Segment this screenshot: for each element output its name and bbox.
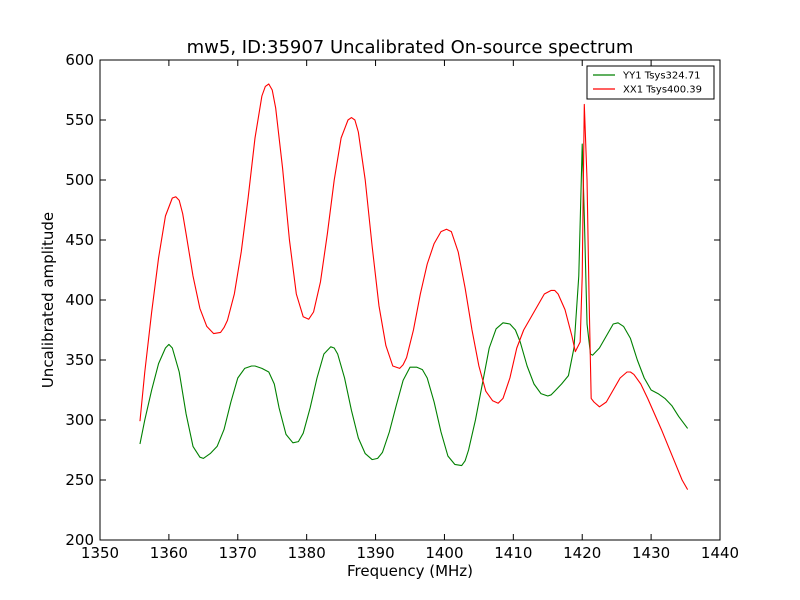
- x-tick-label: 1380: [288, 544, 326, 562]
- x-tick-label: 1370: [219, 544, 257, 562]
- x-tick-label: 1390: [356, 544, 394, 562]
- legend-label-1: XX1 Tsys400.39: [623, 85, 702, 96]
- x-tick-label: 1430: [632, 544, 670, 562]
- x-tick-label: 1420: [563, 544, 601, 562]
- y-tick-label: 600: [65, 51, 94, 69]
- x-tick-label: 1440: [701, 544, 739, 562]
- y-tick-label: 250: [65, 471, 94, 489]
- x-axis-ticks: 1350 1360 1370 1380 1390 1400 1410 1420 1430 1440: [81, 60, 739, 562]
- legend: YY1 Tsys324.71 XX1 Tsys400.39: [586, 65, 715, 100]
- legend-box: [586, 65, 715, 100]
- legend-label-0: YY1 Tsys324.71: [622, 71, 701, 82]
- x-tick-label: 1400: [425, 544, 463, 562]
- y-tick-label: 550: [65, 111, 94, 129]
- x-axis-label: Frequency (MHz): [347, 562, 473, 580]
- series-line-1: [139, 83, 689, 490]
- x-tick-label: 1410: [494, 544, 532, 562]
- y-tick-label: 200: [65, 531, 94, 549]
- chart-title: mw5, ID:35907 Uncalibrated On-source spe…: [187, 37, 634, 58]
- x-tick-label: 1350: [81, 544, 119, 562]
- y-tick-label: 300: [65, 411, 94, 429]
- y-tick-label: 350: [65, 351, 94, 369]
- y-tick-label: 500: [65, 171, 94, 189]
- y-axis-label: Uncalibrated amplitude: [39, 212, 57, 388]
- y-tick-label: 400: [65, 291, 94, 309]
- y-tick-label: 450: [65, 231, 94, 249]
- x-tick-label: 1360: [150, 544, 188, 562]
- y-axis-ticks: 200 250 300 350 400 450 500 550 600: [65, 51, 720, 549]
- plot-lines: [139, 83, 689, 490]
